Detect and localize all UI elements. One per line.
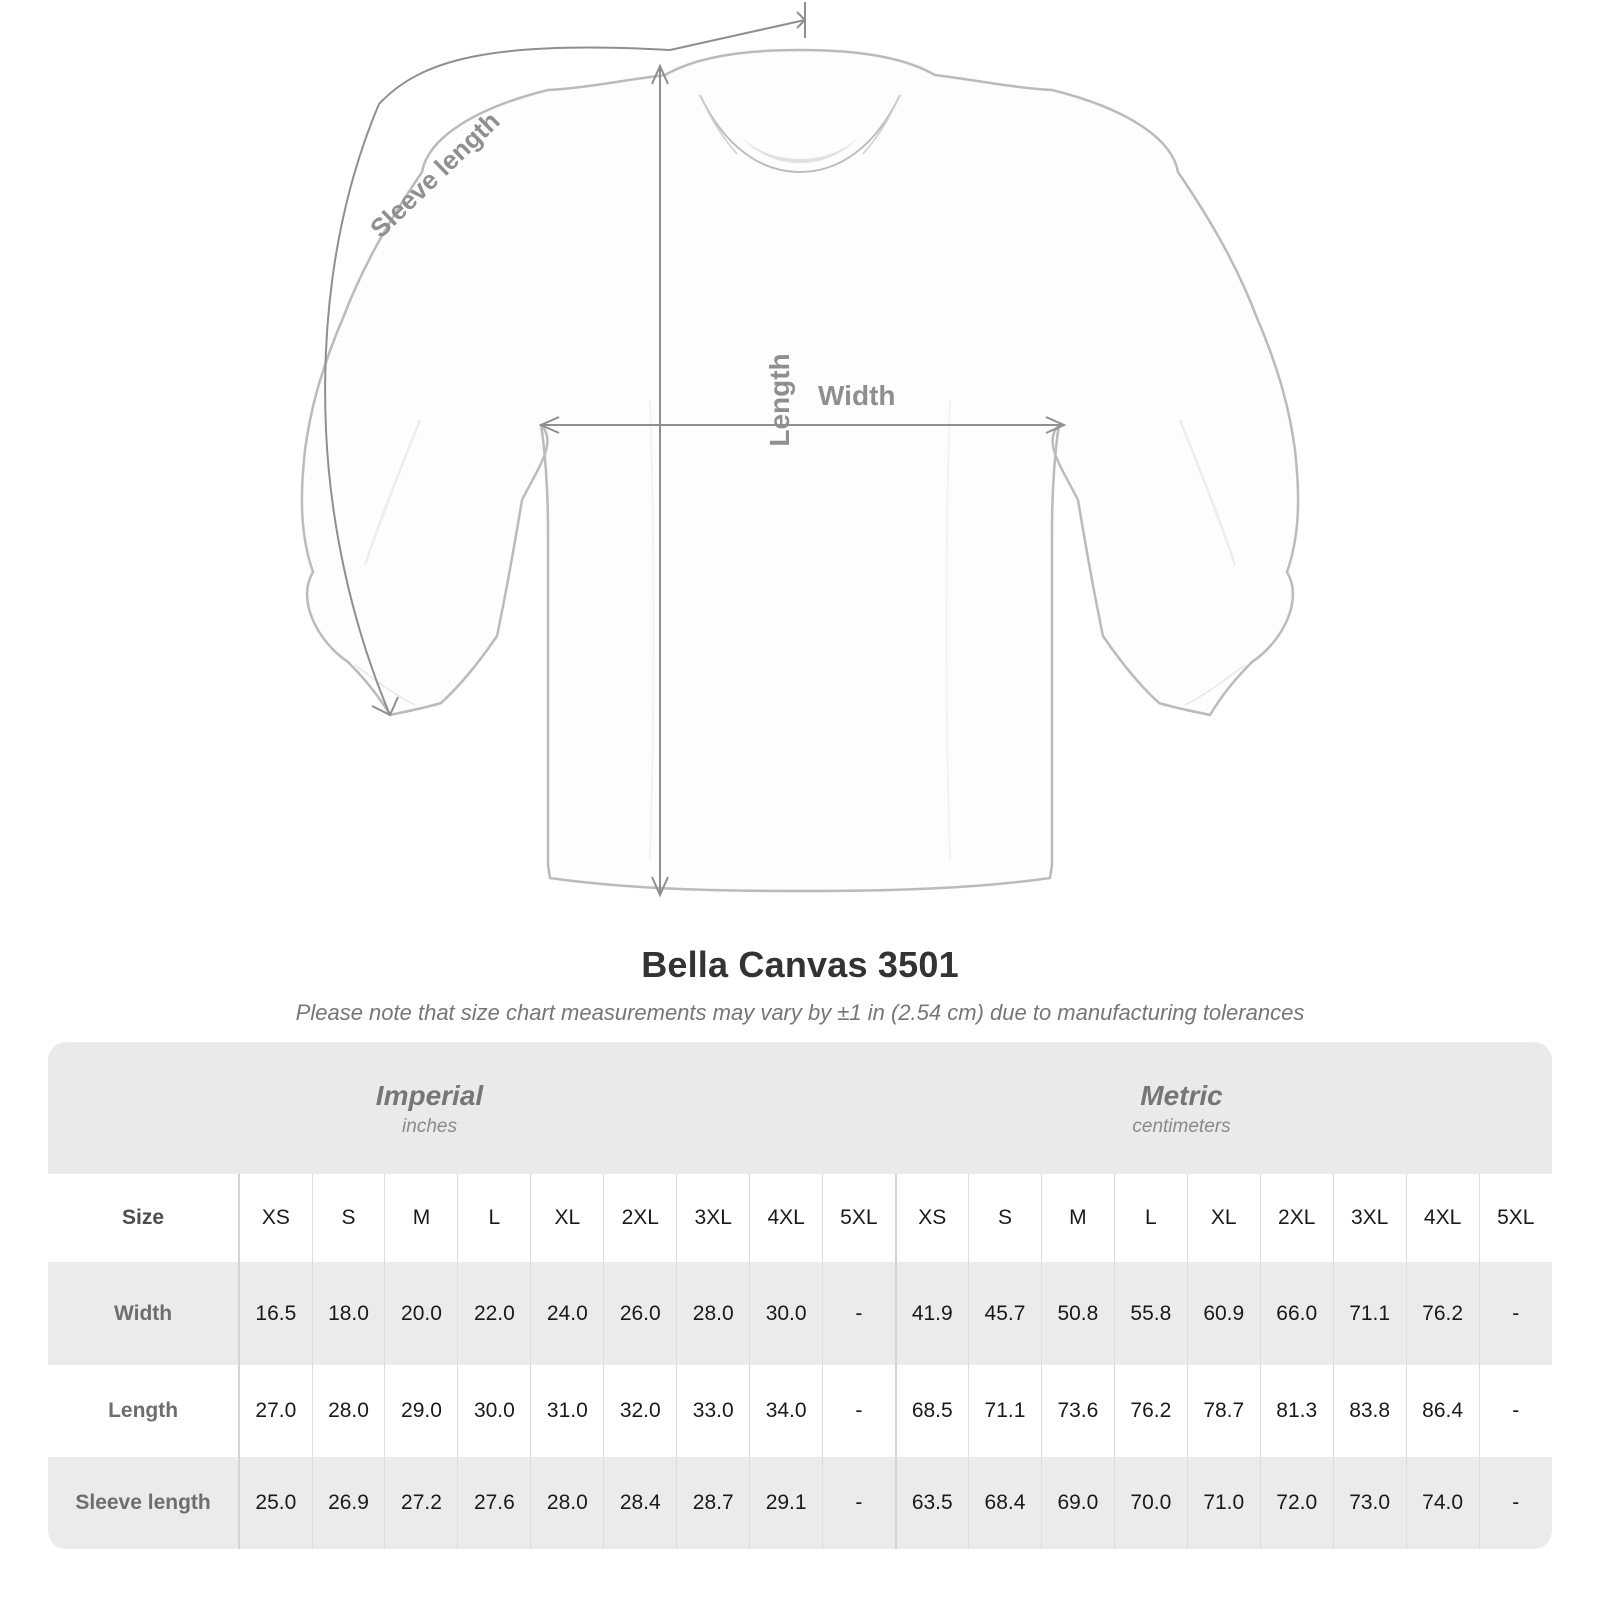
svg-text:Width: Width bbox=[818, 380, 896, 411]
svg-text:Length: Length bbox=[764, 353, 795, 446]
